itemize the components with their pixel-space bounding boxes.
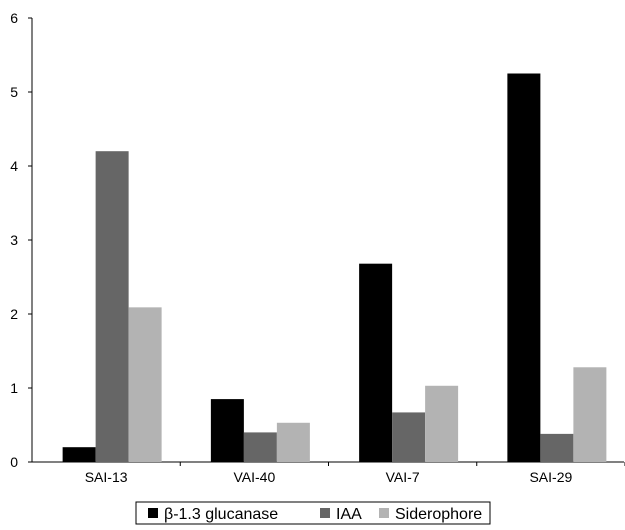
bars <box>62 73 607 462</box>
legend-swatch-1 <box>320 508 330 518</box>
y-tick-label: 1 <box>10 380 18 396</box>
bar-vai-40-0 <box>210 399 244 462</box>
bar-vai-40-1 <box>243 432 277 462</box>
x-tick-label: VAI-7 <box>386 469 420 485</box>
y-tick-label: 6 <box>10 10 18 26</box>
legend-box <box>135 501 491 525</box>
bar-sai-29-2 <box>573 367 607 462</box>
legend-swatch-0 <box>148 508 158 518</box>
y-tick-label: 2 <box>10 306 18 322</box>
bar-sai-29-0 <box>507 73 541 462</box>
bar-sai-13-1 <box>95 151 129 462</box>
bar-sai-29-1 <box>540 433 574 462</box>
x-tick-label: SAI-13 <box>85 469 128 485</box>
legend-label-2: Siderophore <box>395 506 482 523</box>
bar-vai-7-2 <box>425 385 459 462</box>
bar-vai-7-1 <box>392 412 426 462</box>
y-tick-label: 3 <box>10 232 18 248</box>
x-tick-label: VAI-40 <box>233 469 275 485</box>
bar-vai-7-0 <box>359 263 393 462</box>
legend-label-1: IAA <box>336 506 362 523</box>
y-tick-label: 4 <box>10 158 18 174</box>
bar-sai-13-0 <box>62 447 96 462</box>
x-tick-label: SAI-29 <box>529 469 572 485</box>
legend-swatch-2 <box>379 508 389 518</box>
y-tick-label: 5 <box>10 84 18 100</box>
bar-sai-13-2 <box>128 307 162 462</box>
legend-label-0: β-1.3 glucanase <box>164 506 278 523</box>
y-tick-label: 0 <box>10 454 18 470</box>
bar-vai-40-2 <box>276 422 310 462</box>
legend: β-1.3 glucanase IAA Siderophore <box>135 501 491 525</box>
